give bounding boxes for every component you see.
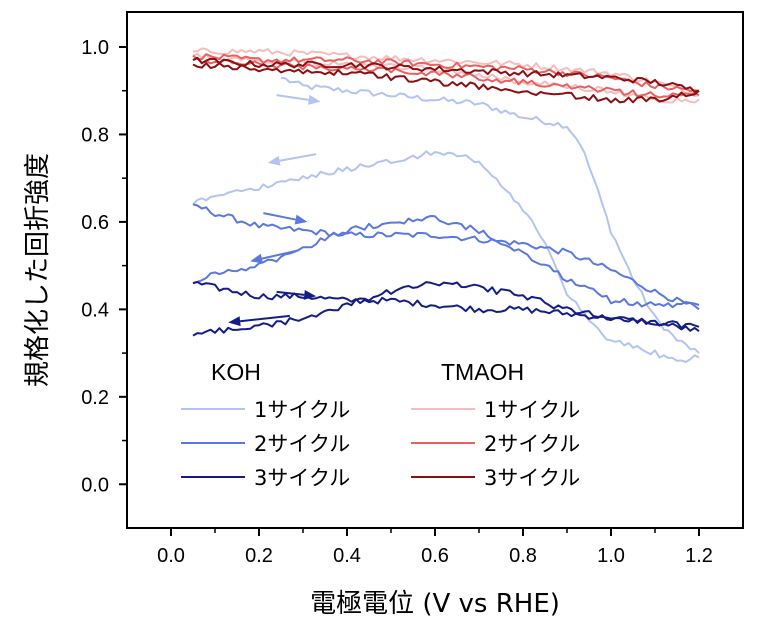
y-tick-label: 0.0 <box>81 474 109 496</box>
series-line-cathodic <box>192 281 700 337</box>
arrow-head <box>267 155 281 166</box>
series-line-anodic <box>280 76 700 354</box>
series-line-anodic <box>192 53 700 92</box>
arrow-head <box>294 214 308 225</box>
arrow-head <box>307 94 321 105</box>
x-axis-title: 電極電位 (V vs RHE) <box>310 589 560 619</box>
arrow-head <box>228 316 241 327</box>
legend-group-title: TMAOH <box>441 359 524 385</box>
arrow-shaft <box>279 153 317 162</box>
x-tick-label: 0.2 <box>245 545 273 567</box>
series-line-cathodic <box>192 62 700 104</box>
series-line-anodic <box>192 56 700 93</box>
legend-entry-label: 3サイクル <box>484 466 580 490</box>
x-tick-label: 0.8 <box>509 545 537 567</box>
series-line-cathodic <box>192 150 700 363</box>
x-tick-label: 0.6 <box>421 545 449 567</box>
series-tmaoh-2サイクル <box>192 53 700 99</box>
arrow-head <box>303 289 317 300</box>
arrow-shaft <box>263 212 296 221</box>
y-tick-labels: 0.0 0.2 0.4 0.6 0.8 1.0 <box>81 37 109 496</box>
axis-ticks <box>119 45 700 536</box>
x-tick-label: 0.4 <box>333 545 361 567</box>
x-tick-label: 1.0 <box>597 545 625 567</box>
series-koh-1サイクル <box>192 76 700 363</box>
y-tick-label: 0.6 <box>81 212 109 234</box>
x-tick-labels: 0.0 0.2 0.4 0.6 0.8 1.0 1.2 <box>157 545 713 567</box>
legend-entry-label: 3サイクル <box>254 466 350 490</box>
series-koh-2サイクル <box>192 203 700 311</box>
legend: KOH 1サイクル 2サイクル 3サイクル TMAOH 1サイクル 2サイクル 3サイクル <box>181 359 580 490</box>
arrow-head <box>250 253 264 264</box>
y-tick-label: 1.0 <box>81 37 109 59</box>
series-line-anodic <box>192 47 700 98</box>
series-tmaoh-3サイクル <box>192 56 700 104</box>
y-tick-label: 0.2 <box>81 387 109 409</box>
x-tick-label: 1.2 <box>685 545 713 567</box>
legend-entry-label: 2サイクル <box>484 432 580 456</box>
direction-arrow <box>228 314 290 327</box>
y-tick-label: 0.8 <box>81 124 109 146</box>
direction-arrow <box>276 289 317 300</box>
plot-frame <box>126 11 744 529</box>
x-tick-label: 0.0 <box>157 545 185 567</box>
direction-arrow <box>267 153 317 166</box>
arrow-shaft <box>240 314 290 323</box>
arrow-shaft <box>276 290 305 296</box>
direction-arrows <box>228 94 321 327</box>
direction-arrow <box>263 212 308 225</box>
legend-entry-label: 1サイクル <box>484 398 580 422</box>
legend-group-title: KOH <box>211 359 261 385</box>
arrow-shaft <box>276 94 309 101</box>
legend-entry-label: 2サイクル <box>254 432 350 456</box>
y-tick-label: 0.4 <box>81 299 109 321</box>
series-line-cathodic <box>192 57 700 99</box>
legend-entry-label: 1サイクル <box>254 398 350 422</box>
series-line-anodic <box>192 203 700 311</box>
series-line-cathodic <box>192 215 700 309</box>
arrow-shaft <box>261 249 299 260</box>
direction-arrow <box>250 249 299 264</box>
y-axis-title: 規格化した回折強度 <box>23 153 53 387</box>
direction-arrow <box>276 94 321 105</box>
series-layer <box>192 47 700 363</box>
series-koh-3サイクル <box>192 281 700 337</box>
